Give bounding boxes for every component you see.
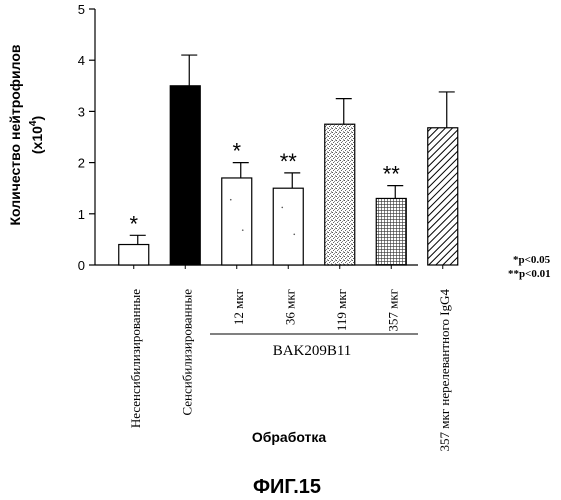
y-tick-label: 0 [78, 258, 85, 273]
y-axis-label-line2: (x104) [28, 116, 45, 154]
bar-speck [293, 233, 295, 235]
bar [222, 178, 252, 265]
bar-speck [281, 207, 283, 209]
category-label: 12 мкг [231, 289, 246, 325]
y-tick-label: 5 [78, 2, 85, 17]
significance-marker: ** [280, 149, 298, 174]
category-label: 36 мкг [282, 289, 297, 325]
group-label: BAK209B11 [273, 343, 352, 359]
y-tick-label: 3 [78, 104, 85, 119]
figure-caption: ФИГ.15 [253, 476, 321, 498]
y-tick-label: 2 [78, 156, 85, 171]
category-label: 357 мкг [385, 289, 400, 332]
category-label: 119 мкг [334, 289, 349, 331]
y-tick-label: 1 [78, 207, 85, 222]
bar-speck [230, 199, 232, 201]
y-axis-label-line1: Количество нейтрофилов [7, 44, 23, 225]
category-label: Сенсибилизированные [179, 289, 194, 416]
category-labels: Несенсибилизированные Сенсибилизированные… [128, 289, 452, 452]
bar [273, 188, 303, 265]
significance-marker: ** [383, 162, 401, 187]
category-label: 357 мкг нерелевантного IgG4 [437, 289, 452, 452]
p-note-1: *p<0.05 [513, 254, 551, 266]
bar-speck [242, 229, 244, 231]
significance-marker: * [129, 211, 138, 236]
p-note-2: **p<0.01 [508, 268, 551, 280]
bar [170, 86, 200, 265]
bar [376, 198, 406, 265]
bars: ****** [119, 55, 458, 269]
category-label: Несенсибилизированные [128, 289, 143, 428]
y-tick-label: 4 [78, 53, 85, 68]
bar [119, 245, 149, 265]
bar [325, 124, 355, 265]
significance-marker: * [232, 139, 241, 164]
x-axis-label: Обработка [252, 429, 327, 445]
bar [428, 128, 458, 265]
